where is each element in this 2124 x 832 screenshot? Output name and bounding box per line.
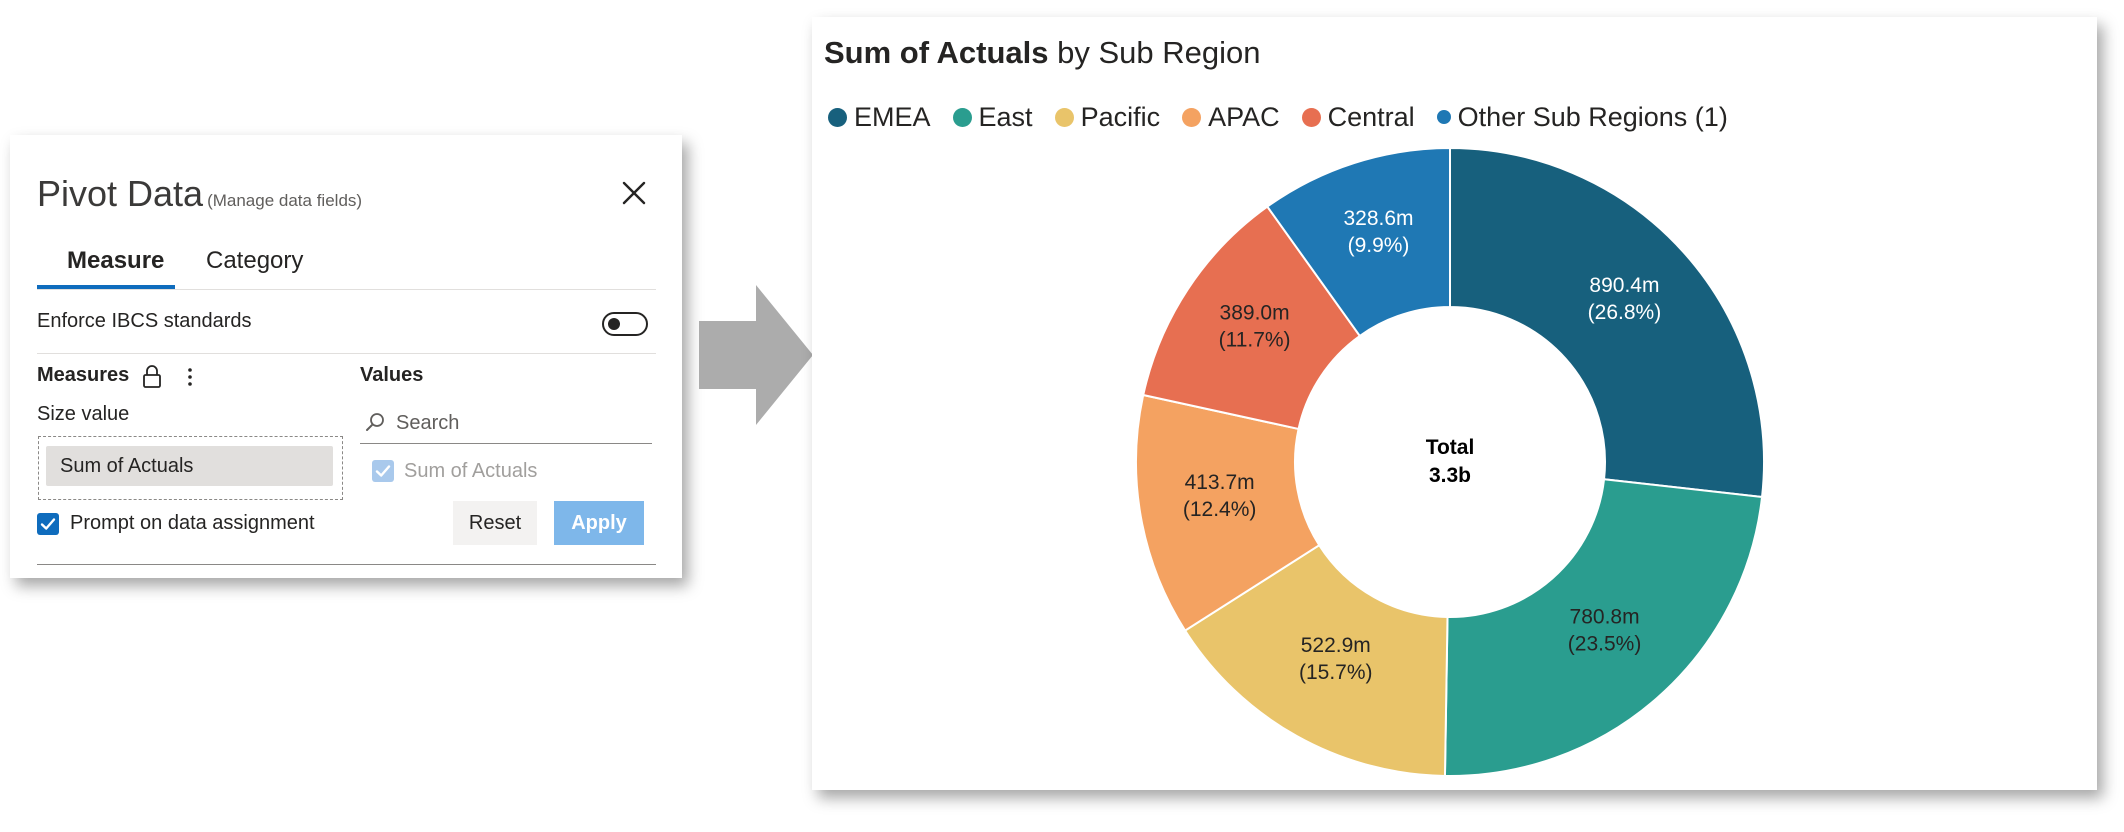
legend-swatch [1054, 107, 1074, 127]
checkmark-icon [40, 518, 56, 530]
pivot-data-dialog: Pivot Data (Manage data fields) Measure C… [10, 135, 682, 578]
values-search-box [360, 403, 652, 444]
tab-bar: Measure Category [37, 247, 656, 290]
data-label-percent: (9.9%) [1348, 234, 1410, 257]
checkmark-icon [375, 465, 391, 477]
data-label-value: 413.7m [1185, 471, 1255, 494]
arrow-right-icon [699, 285, 813, 425]
data-label: 522.9m (15.7%) [1299, 634, 1373, 684]
dialog-title: Pivot Data (Manage data fields) [37, 173, 362, 215]
sum-of-actuals-value-label: Sum of Actuals [404, 460, 538, 482]
data-label: 389.0m (11.7%) [1219, 301, 1291, 351]
data-label-value: 389.0m [1220, 301, 1290, 324]
donut-slice[interactable] [1265, 146, 1451, 338]
sum-of-actuals-checkbox[interactable] [372, 460, 394, 482]
data-label: 328.6m (9.9%) [1343, 207, 1413, 257]
active-tab-indicator [37, 285, 175, 289]
center-total-label: Total [1426, 436, 1475, 459]
more-options-icon[interactable] [185, 364, 195, 390]
legend-label: Central [1327, 101, 1415, 132]
enforce-ibcs-row: Enforce IBCS standards [37, 307, 656, 354]
legend-swatch [828, 107, 847, 127]
legend-swatch [952, 107, 972, 127]
dialog-title-text: Pivot Data [37, 173, 204, 214]
data-label-value: 522.9m [1301, 634, 1371, 657]
legend-label: Other Sub Regions (1) [1457, 101, 1728, 132]
donut-slice[interactable] [1443, 478, 1764, 777]
legend-label: EMEA [854, 101, 931, 132]
data-label-percent: (15.7%) [1299, 661, 1373, 684]
donut-slice[interactable] [1449, 146, 1765, 499]
legend-swatch [1436, 110, 1451, 124]
data-label-percent: (11.7%) [1219, 328, 1291, 351]
reset-button[interactable]: Reset [453, 501, 537, 545]
size-value-label: Size value [37, 403, 130, 425]
enforce-ibcs-toggle[interactable] [602, 312, 648, 336]
legend-item[interactable]: EMEA [828, 102, 931, 133]
data-label-value: 780.8m [1570, 606, 1640, 629]
data-label-percent: (12.4%) [1183, 498, 1257, 521]
toggle-knob [608, 318, 620, 330]
values-header: Values [360, 364, 424, 386]
data-label-percent: (26.8%) [1588, 301, 1662, 324]
size-value-drop-zone[interactable]: Sum of Actuals [38, 436, 343, 500]
chart-title-measure: Sum of Actuals [824, 35, 1049, 70]
tab-category[interactable]: Category [206, 247, 304, 274]
data-label-percent: (23.5%) [1568, 633, 1642, 656]
legend-swatch [1301, 107, 1321, 127]
legend-item[interactable]: East [952, 101, 1033, 133]
donut-slice[interactable] [1135, 393, 1321, 632]
donut-slice[interactable] [1183, 543, 1449, 777]
legend-label: East [978, 101, 1033, 132]
search-icon [366, 413, 384, 431]
legend-swatch [1182, 107, 1202, 127]
donut-slice[interactable] [1142, 205, 1362, 431]
dialog-divider [37, 564, 656, 565]
tab-measure[interactable]: Measure [67, 247, 165, 274]
data-label-value: 328.6m [1343, 207, 1413, 230]
legend-item[interactable]: APAC [1182, 102, 1280, 133]
prompt-label: Prompt on data assignment [70, 512, 315, 534]
lock-icon[interactable] [141, 364, 163, 390]
legend-label: APAC [1208, 101, 1280, 132]
center-total-value: 3.3b [1429, 464, 1471, 487]
data-label-value: 890.4m [1589, 274, 1659, 297]
donut-chart: 890.4m (26.8%) 780.8m (23.5%) 522.9m (15.7%) 4… [1135, 146, 1765, 777]
data-label: 890.4m (26.8%) [1588, 274, 1662, 324]
prompt-checkbox[interactable] [37, 513, 59, 535]
chart-title: Sum of Actuals by Sub Region [824, 35, 1260, 71]
legend-item[interactable]: Other Sub Regions (1) [1436, 101, 1728, 133]
legend-item[interactable]: Central [1301, 101, 1415, 133]
legend-item[interactable]: Pacific [1054, 101, 1161, 133]
values-search-input[interactable] [396, 409, 646, 437]
enforce-ibcs-label: Enforce IBCS standards [37, 310, 252, 332]
close-icon [622, 181, 646, 205]
dialog-subtitle[interactable]: (Manage data fields) [207, 191, 363, 210]
donut-chart-card: Sum of Actuals by Sub Region EMEA East Pac… [812, 17, 2097, 790]
data-label: 413.7m (12.4%) [1183, 471, 1257, 521]
chart-title-rest: by Sub Region [1048, 35, 1261, 70]
data-label: 780.8m (23.5%) [1568, 606, 1642, 656]
chart-legend: EMEA East Pacific APAC Central Other Sub Regi… [828, 99, 1750, 135]
apply-button[interactable]: Apply [554, 501, 644, 545]
legend-label: Pacific [1080, 101, 1161, 132]
measures-header: Measures [37, 364, 130, 386]
close-button[interactable] [616, 175, 652, 211]
size-value-chip[interactable]: Sum of Actuals [46, 446, 333, 486]
